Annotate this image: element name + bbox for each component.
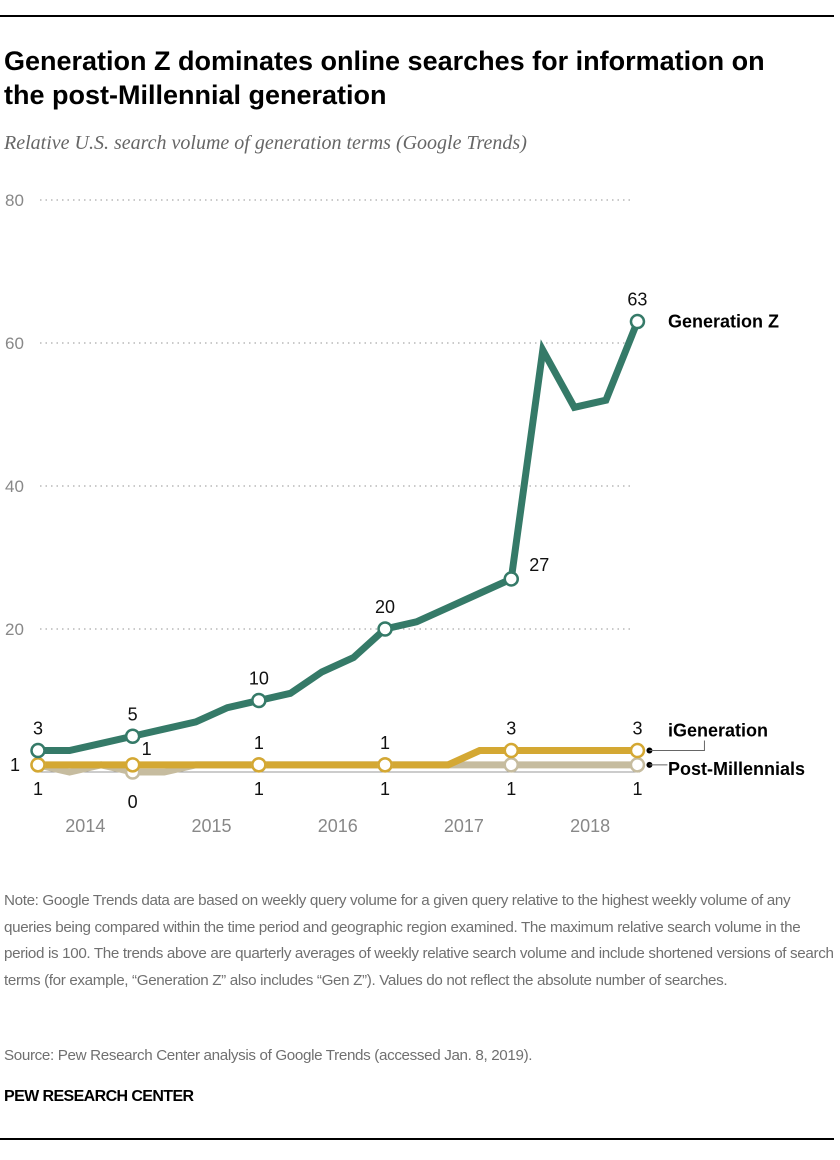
series-label-post-millennials: Post-Millennials bbox=[668, 759, 805, 779]
data-label: 3 bbox=[632, 719, 642, 739]
chart-title: Generation Z dominates online searches f… bbox=[4, 46, 765, 110]
series-line-generation-z bbox=[38, 320, 641, 755]
data-point-marker bbox=[251, 692, 267, 709]
data-label: 5 bbox=[128, 704, 138, 724]
x-tick-label: 2015 bbox=[192, 816, 232, 836]
data-label: 1 bbox=[254, 779, 264, 799]
data-label: 1 bbox=[506, 779, 516, 799]
data-point-marker bbox=[377, 621, 393, 637]
data-label: 1 bbox=[380, 779, 390, 799]
x-tick-label: 2014 bbox=[65, 816, 105, 836]
y-tick-label: 40 bbox=[5, 477, 24, 496]
data-label: 0 bbox=[128, 792, 138, 812]
data-point-marker bbox=[629, 742, 646, 759]
x-tick-label: 2018 bbox=[570, 816, 610, 836]
data-point-marker bbox=[629, 757, 646, 773]
connector-line bbox=[649, 740, 705, 752]
chart-source: Source: Pew Research Center analysis of … bbox=[4, 1047, 533, 1064]
data-label: 1 bbox=[142, 739, 152, 759]
brand-logo-text: PEW RESEARCH CENTER bbox=[4, 1088, 194, 1105]
data-point-marker bbox=[377, 757, 393, 773]
data-label: 27 bbox=[529, 555, 549, 575]
x-tick-label: 2017 bbox=[444, 816, 484, 836]
y-tick-label: 80 bbox=[5, 191, 24, 210]
series-label-generation-z: Generation Z bbox=[668, 312, 779, 332]
bottom-rule bbox=[0, 1138, 834, 1140]
data-label: 3 bbox=[33, 719, 43, 739]
data-point-marker bbox=[124, 728, 141, 744]
data-point-marker bbox=[124, 757, 141, 773]
data-point-marker bbox=[30, 742, 46, 759]
data-point-marker bbox=[30, 757, 46, 773]
top-rule bbox=[0, 15, 834, 17]
data-point-marker bbox=[503, 571, 519, 587]
data-label: 1 bbox=[632, 779, 642, 799]
series-label-igeneration: iGeneration bbox=[668, 721, 768, 741]
data-label: 10 bbox=[249, 669, 269, 689]
chart-note: Note: Google Trends data are based on we… bbox=[4, 892, 834, 989]
data-label: 1 bbox=[10, 755, 20, 775]
data-point-marker bbox=[629, 313, 646, 330]
data-label: 3 bbox=[506, 719, 516, 739]
x-tick-label: 2016 bbox=[318, 816, 358, 836]
y-tick-label: 60 bbox=[5, 334, 24, 353]
data-point-marker bbox=[503, 757, 519, 773]
data-label: 63 bbox=[627, 290, 647, 310]
y-tick-label: 20 bbox=[5, 620, 24, 639]
data-label: 20 bbox=[375, 597, 395, 617]
data-label: 1 bbox=[254, 733, 264, 753]
chart-subtitle: Relative U.S. search volume of generatio… bbox=[4, 132, 527, 154]
data-point-marker bbox=[503, 742, 519, 759]
data-point-marker bbox=[251, 757, 267, 773]
data-label: 1 bbox=[380, 733, 390, 753]
data-label: 1 bbox=[33, 779, 43, 799]
